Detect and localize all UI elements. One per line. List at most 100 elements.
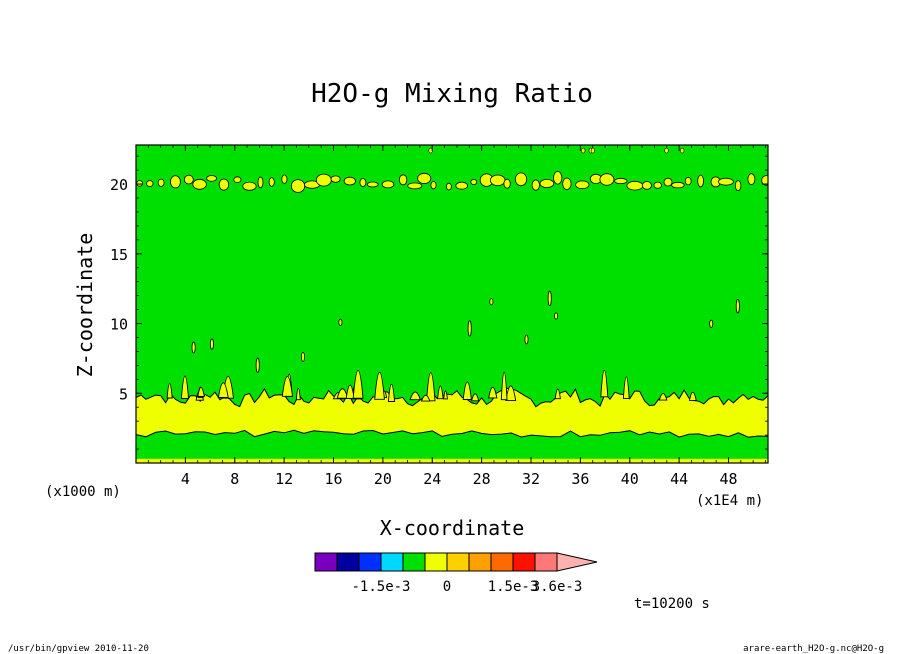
upper-moisture-blob xyxy=(684,176,692,186)
moisture-plume xyxy=(409,391,422,401)
upper-moisture-blob xyxy=(653,181,662,189)
moisture-streak xyxy=(255,357,260,373)
moisture-plume xyxy=(688,391,697,401)
upper-moisture-blob xyxy=(553,171,563,185)
upper-moisture-blob xyxy=(718,177,734,186)
moisture-plume xyxy=(374,372,385,400)
upper-moisture-blob xyxy=(663,177,673,187)
upper-moisture-blob xyxy=(183,174,194,185)
colorbar-swatch xyxy=(336,552,360,572)
upper-moisture-blob xyxy=(233,176,242,184)
plot-frame xyxy=(135,144,769,464)
moisture-plume xyxy=(197,387,205,397)
yellow-band-lower xyxy=(136,458,768,463)
moisture-streak xyxy=(489,298,494,306)
upper-moisture-blob xyxy=(417,172,432,184)
colorbar-label: 3.6e-3 xyxy=(532,579,583,595)
upper-moisture-blob xyxy=(343,176,356,186)
y-tick-label: 10 xyxy=(110,316,128,334)
colorbar-swatch xyxy=(468,552,492,572)
x-tick-label: 4 xyxy=(181,470,190,488)
colorbar-swatch xyxy=(534,552,558,572)
x-tick-label: 48 xyxy=(719,470,737,488)
upper-moisture-blob xyxy=(281,174,288,184)
upper-moisture-blob xyxy=(575,180,590,190)
moisture-streak xyxy=(300,351,305,362)
upper-moisture-blob xyxy=(290,179,306,193)
moisture-streak xyxy=(191,341,196,354)
upper-moisture-blob xyxy=(169,175,181,189)
upper-moisture-blob xyxy=(192,178,207,190)
x-tick-label: 40 xyxy=(621,470,639,488)
chart-title: H2O-g Mixing Ratio xyxy=(311,79,593,109)
upper-moisture-blob xyxy=(514,172,528,187)
moisture-plume xyxy=(622,376,630,399)
upper-moisture-blob xyxy=(157,178,165,187)
x-tick-label: 36 xyxy=(571,470,589,488)
moisture-plume xyxy=(462,381,472,400)
upper-moisture-blob xyxy=(242,181,257,191)
top-moisture-blob xyxy=(581,147,586,154)
x-tick-label: 24 xyxy=(423,470,441,488)
colorbar-swatch xyxy=(358,552,382,572)
upper-moisture-blob xyxy=(455,181,469,190)
colorbar-label: -1.5e-3 xyxy=(351,579,410,595)
upper-moisture-blob xyxy=(407,182,423,190)
upper-moisture-blob xyxy=(398,174,408,186)
upper-moisture-blob xyxy=(641,181,652,190)
moisture-streak xyxy=(338,318,343,327)
y-tick-label: 20 xyxy=(110,176,128,194)
x-unit-right: (x1E4 m) xyxy=(696,493,763,509)
moisture-streak xyxy=(524,334,529,345)
moisture-plume xyxy=(437,385,444,400)
upper-moisture-blob xyxy=(206,175,218,182)
upper-moisture-blob xyxy=(503,178,511,189)
x-tick-label: 8 xyxy=(230,470,239,488)
colorbar-swatch xyxy=(490,552,514,572)
upper-moisture-blob xyxy=(599,173,615,186)
upper-moisture-blob xyxy=(614,177,628,185)
x-tick-label: 32 xyxy=(522,470,540,488)
top-moisture-blob xyxy=(590,147,596,154)
colorbar-swatch xyxy=(512,552,536,572)
upper-moisture-blob xyxy=(562,177,572,191)
time-label: t=10200 s xyxy=(634,596,710,612)
upper-moisture-blob xyxy=(330,175,341,183)
x-unit-left: (x1000 m) xyxy=(45,484,121,500)
moisture-plume xyxy=(500,372,508,401)
x-tick-label: 20 xyxy=(374,470,392,488)
y-tick-label: 5 xyxy=(119,385,128,403)
x-axis-label: X-coordinate xyxy=(380,516,525,540)
moisture-plume xyxy=(217,382,229,398)
moisture-streak xyxy=(735,299,740,314)
colorbar-label: 0 xyxy=(443,579,451,595)
upper-moisture-blob xyxy=(470,178,478,185)
moisture-plume xyxy=(600,370,609,398)
moisture-plume xyxy=(295,387,301,401)
upper-moisture-blob xyxy=(761,175,768,186)
moisture-plume xyxy=(420,394,431,402)
colorbar-swatch xyxy=(380,552,404,572)
moisture-streak xyxy=(467,320,472,337)
moisture-plume xyxy=(488,386,498,399)
x-tick-label: 28 xyxy=(473,470,491,488)
colorbar-swatch xyxy=(314,552,338,572)
x-tick-label: 12 xyxy=(275,470,293,488)
upper-moisture-blob xyxy=(430,181,437,190)
upper-moisture-blob xyxy=(539,178,555,188)
upper-moisture-blob xyxy=(257,176,264,189)
yellow-band-main xyxy=(136,387,768,438)
moisture-streak xyxy=(554,312,559,320)
upper-moisture-blob xyxy=(734,180,742,192)
upper-moisture-blob xyxy=(626,180,644,191)
moisture-streak xyxy=(709,319,714,328)
moisture-plume xyxy=(281,375,294,397)
colorbar-labels: -1.5e-3 0 1.5e-33.6e-3 xyxy=(351,579,582,595)
x-tick-label: 44 xyxy=(670,470,688,488)
y-tick-label: 15 xyxy=(110,246,128,264)
moisture-plume xyxy=(180,375,189,399)
upper-moisture-blob xyxy=(381,180,395,189)
upper-moisture-blob xyxy=(146,180,154,188)
